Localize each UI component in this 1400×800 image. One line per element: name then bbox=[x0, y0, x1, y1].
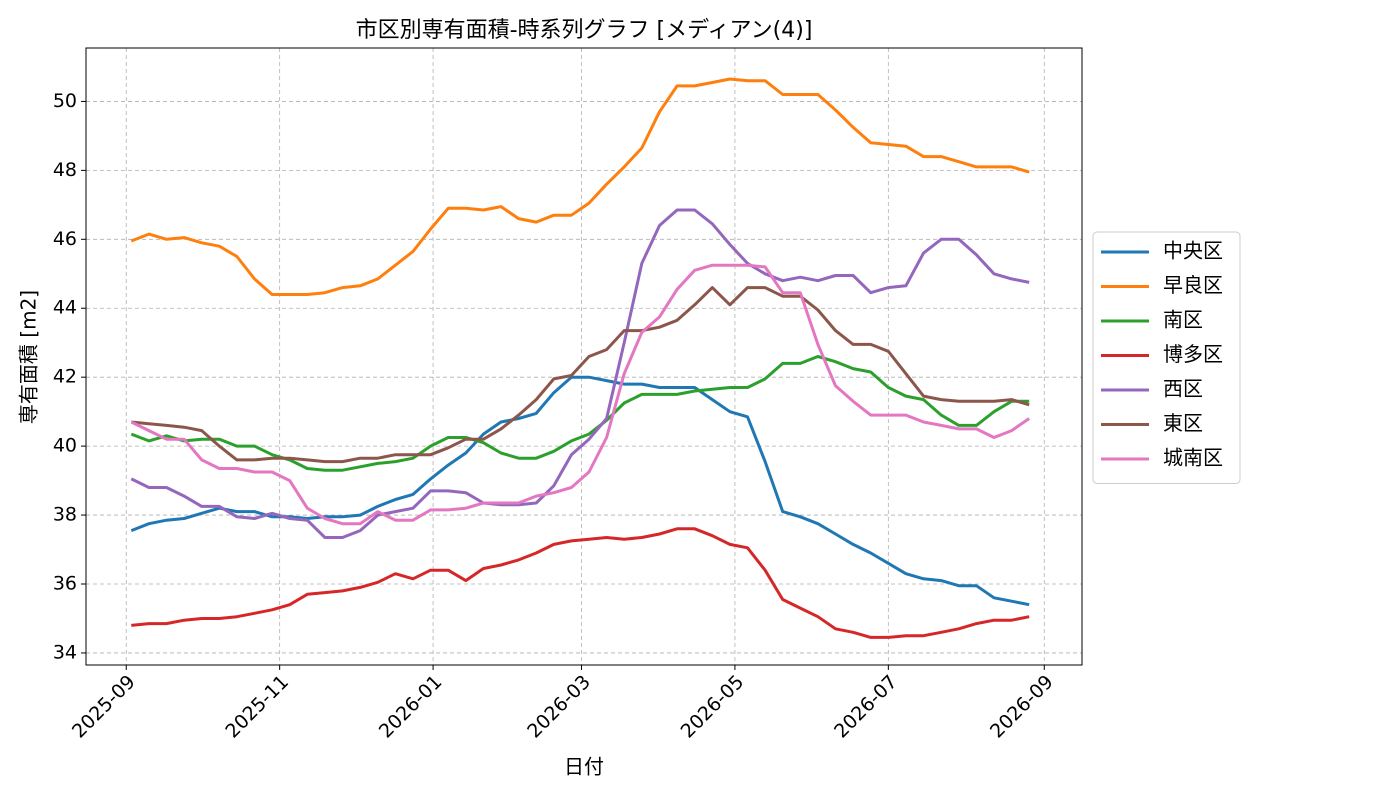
plot-frame bbox=[85, 47, 1083, 666]
data-line bbox=[130, 375, 1030, 607]
x-tick-label: 2025-11 bbox=[221, 671, 293, 743]
x-tick-label: 2026-09 bbox=[986, 671, 1058, 743]
legend-label: 早良区 bbox=[1163, 273, 1223, 297]
data-line bbox=[130, 77, 1030, 296]
legend-label: 中央区 bbox=[1163, 239, 1223, 263]
x-tick-label: 2026-03 bbox=[523, 671, 595, 743]
x-tick-label: 2026-01 bbox=[375, 671, 447, 743]
y-axis-label: 専有面積 [m2] bbox=[17, 290, 41, 424]
legend-label: 博多区 bbox=[1163, 342, 1223, 366]
legend-label: 城南区 bbox=[1163, 446, 1223, 470]
data-line bbox=[131, 286, 1030, 464]
x-tick-label: 2026-07 bbox=[830, 671, 902, 743]
legend-box bbox=[1092, 231, 1241, 484]
y-tick-label: 34 bbox=[53, 641, 77, 663]
y-tick-label: 36 bbox=[53, 572, 77, 594]
legend-label: 西区 bbox=[1163, 377, 1203, 401]
y-tick-label: 40 bbox=[53, 435, 77, 457]
y-tick-label: 50 bbox=[53, 90, 77, 112]
y-tick-label: 38 bbox=[53, 504, 77, 526]
data-line bbox=[130, 208, 1030, 539]
legend-label: 東区 bbox=[1163, 411, 1203, 435]
legend-label: 南区 bbox=[1163, 308, 1203, 332]
y-tick-label: 46 bbox=[53, 228, 77, 250]
x-tick-label: 2026-05 bbox=[677, 671, 749, 743]
data-line bbox=[130, 355, 1030, 472]
y-tick-label: 42 bbox=[53, 366, 77, 388]
data-line bbox=[131, 527, 1030, 639]
data-line bbox=[130, 263, 1031, 526]
y-tick-label: 44 bbox=[53, 297, 77, 319]
x-axis-label: 日付 bbox=[564, 755, 604, 779]
y-tick-label: 48 bbox=[53, 159, 77, 181]
x-tick-label: 2025-09 bbox=[68, 671, 140, 743]
chart-title: 市区別専有面積-時系列グラフ [メディアン(4)] bbox=[356, 18, 813, 43]
